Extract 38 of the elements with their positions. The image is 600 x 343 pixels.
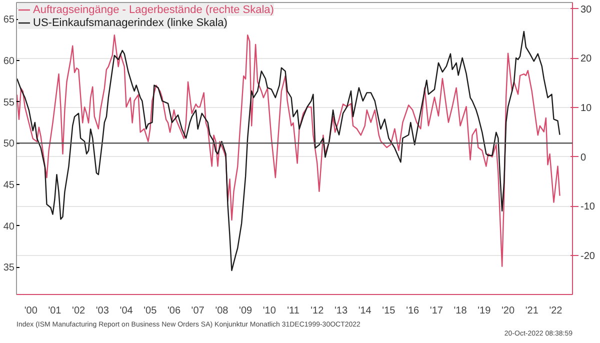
y2-tick-label: 0 [580, 152, 586, 164]
y-tick-label: 35 [3, 262, 15, 274]
y2-tick-label: 20 [580, 54, 592, 65]
x-tick-label: '08 [215, 306, 229, 316]
x-tick-label: '17 [430, 306, 444, 316]
y-tick-label: 40 [3, 221, 15, 232]
x-tick-label: '09 [239, 306, 253, 316]
x-tick-label: '18 [454, 306, 468, 316]
x-tick-label: '15 [382, 306, 396, 316]
text: Auftragseingänge - Lagerbestände (rechte Skala) [33, 3, 274, 16]
x-tick-label: '11 [287, 306, 300, 316]
text: US-Einkaufsmanagerindex (linke Skala) [33, 16, 228, 29]
y-tick-label: 60 [3, 56, 15, 67]
y2-tick-label: 30 [580, 4, 592, 16]
x-tick-label: '22 [549, 306, 563, 316]
y-tick-label: 65 [3, 14, 15, 26]
x-tick-label: '02 [72, 306, 86, 316]
x-tick-label: '12 [310, 306, 324, 316]
x-tick-label: '07 [191, 306, 205, 316]
x-tick-label: '13 [334, 306, 348, 316]
x-tick-label: '20 [502, 306, 515, 316]
x-tick-label: '04 [120, 306, 134, 316]
y2-tick-label: -10 [580, 202, 596, 213]
y2-tick-label: -20 [580, 251, 596, 262]
y2-tick-label: 10 [580, 103, 592, 114]
x-tick-label: '16 [406, 306, 420, 316]
x-tick-label: '03 [96, 306, 110, 316]
y-tick-label: 45 [3, 180, 15, 191]
x-tick-label: '01 [48, 306, 62, 316]
x-tick-label: '05 [144, 306, 158, 316]
x-tick-label: '06 [167, 306, 181, 316]
x-tick-label: '10 [262, 306, 276, 316]
x-tick-label: '19 [478, 306, 492, 316]
x-tick-label: '21 [525, 306, 539, 316]
x-tick-label: '00 [24, 306, 38, 316]
x-tick-label: '14 [358, 306, 372, 316]
y-tick-label: 50 [3, 138, 15, 150]
y-tick-label: 55 [3, 97, 15, 108]
